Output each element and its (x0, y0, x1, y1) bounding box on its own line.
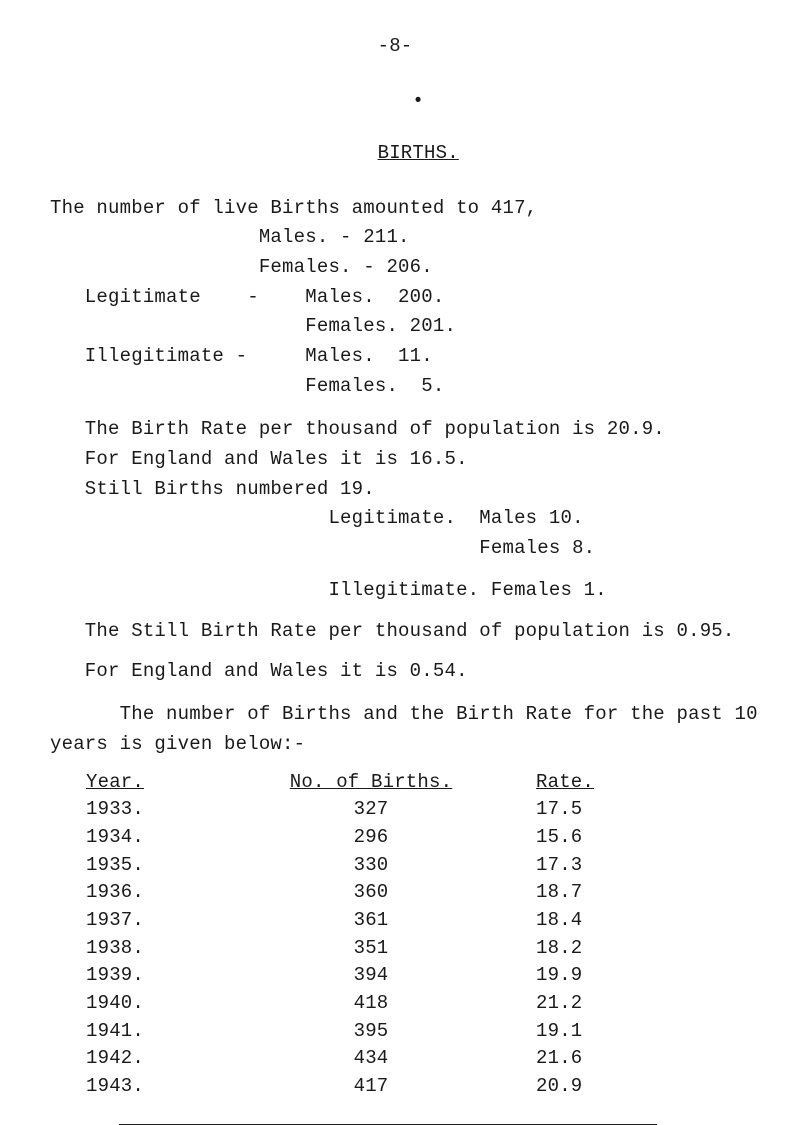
table-row: 1942.43421.6 (50, 1046, 740, 1072)
cell-rate: 21.2 (496, 991, 696, 1017)
cell-rate: 19.9 (496, 963, 696, 989)
table-header-rate: Rate. (496, 770, 696, 796)
table-row: 1933.32717.5 (50, 797, 740, 823)
cell-births: 360 (246, 880, 496, 906)
table-row: 1940.41821.2 (50, 991, 740, 1017)
intro-line: The number of live Births amounted to 41… (50, 196, 740, 222)
males-line: Males. - 211. (50, 225, 740, 251)
cell-rate: 21.6 (496, 1046, 696, 1072)
cell-births: 330 (246, 853, 496, 879)
cell-year: 1936. (50, 880, 246, 906)
legitimate-rate-females-line: Females 8. (50, 536, 740, 562)
cell-births: 417 (246, 1074, 496, 1100)
cell-births: 434 (246, 1046, 496, 1072)
spacer (50, 607, 740, 615)
table-row: 1936.36018.7 (50, 880, 740, 906)
cell-rate: 18.2 (496, 936, 696, 962)
births-table: Year. No. of Births. Rate. 1933.32717.51… (50, 770, 740, 1100)
cell-rate: 20.9 (496, 1074, 696, 1100)
cell-year: 1934. (50, 825, 246, 851)
spacer (50, 403, 740, 413)
cell-year: 1937. (50, 908, 246, 934)
illegitimate-females-line: Females. 5. (50, 374, 740, 400)
cell-rate: 15.6 (496, 825, 696, 851)
legitimate-females-line: Females. 201. (50, 314, 740, 340)
section-heading-line: • BIRTHS. (50, 64, 740, 192)
legitimate-males-line: Legitimate - Males. 200. (50, 285, 740, 311)
illegitimate-males-line: Illegitimate - Males. 11. (50, 344, 740, 370)
spacer (50, 688, 740, 698)
birth-rate-line-1: The Birth Rate per thousand of populatio… (50, 417, 740, 443)
spacer (50, 566, 740, 574)
section-title: BIRTHS. (378, 142, 459, 164)
cell-year: 1935. (50, 853, 246, 879)
table-row: 1934.29615.6 (50, 825, 740, 851)
document-page: -8- • BIRTHS. The number of live Births … (0, 0, 800, 1037)
cell-births: 394 (246, 963, 496, 989)
cell-year: 1933. (50, 797, 246, 823)
cell-year: 1939. (50, 963, 246, 989)
cell-year: 1941. (50, 1019, 246, 1045)
cell-year: 1943. (50, 1074, 246, 1100)
table-row: 1938.35118.2 (50, 936, 740, 962)
cell-rate: 17.3 (496, 853, 696, 879)
birth-rate-line-2: For England and Wales it is 16.5. (50, 447, 740, 473)
table-row: 1937.36118.4 (50, 908, 740, 934)
illegitimate-rate-line: Illegitimate. Females 1. (50, 578, 740, 604)
england-wales-line: For England and Wales it is 0.54. (50, 659, 740, 685)
page-number: -8- (50, 34, 740, 60)
cell-year: 1938. (50, 936, 246, 962)
females-line: Females. - 206. (50, 255, 740, 281)
table-row: 1941.39519.1 (50, 1019, 740, 1045)
cell-births: 395 (246, 1019, 496, 1045)
table-intro-line-1: The number of Births and the Birth Rate … (50, 702, 740, 728)
bullet-icon: • (412, 90, 424, 112)
cell-rate: 19.1 (496, 1019, 696, 1045)
table-header-row: Year. No. of Births. Rate. (50, 770, 740, 796)
table-row: 1935.33017.3 (50, 853, 740, 879)
table-body: 1933.32717.51934.29615.61935.33017.31936… (50, 797, 740, 1099)
table-intro-line-2: years is given below:- (50, 732, 740, 758)
cell-births: 296 (246, 825, 496, 851)
spacer (50, 649, 740, 655)
cell-births: 361 (246, 908, 496, 934)
cell-year: 1940. (50, 991, 246, 1017)
table-header-births: No. of Births. (246, 770, 496, 796)
table-row: 1939.39419.9 (50, 963, 740, 989)
cell-rate: 17.5 (496, 797, 696, 823)
cell-births: 327 (246, 797, 496, 823)
cell-year: 1942. (50, 1046, 246, 1072)
cell-births: 418 (246, 991, 496, 1017)
legitimate-rate-males-line: Legitimate. Males 10. (50, 506, 740, 532)
table-header-year: Year. (50, 770, 246, 796)
table-row: 1943.41720.9 (50, 1074, 740, 1100)
cell-births: 351 (246, 936, 496, 962)
cell-rate: 18.7 (496, 880, 696, 906)
cell-rate: 18.4 (496, 908, 696, 934)
still-birth-rate-line: The Still Birth Rate per thousand of pop… (50, 619, 740, 645)
still-births-numbered-line: Still Births numbered 19. (50, 477, 740, 503)
